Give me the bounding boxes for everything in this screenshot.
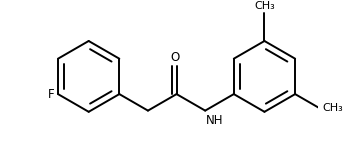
Text: CH₃: CH₃ xyxy=(323,103,343,113)
Text: CH₃: CH₃ xyxy=(254,1,275,11)
Text: F: F xyxy=(48,88,54,101)
Text: O: O xyxy=(170,51,179,64)
Text: NH: NH xyxy=(206,114,224,127)
